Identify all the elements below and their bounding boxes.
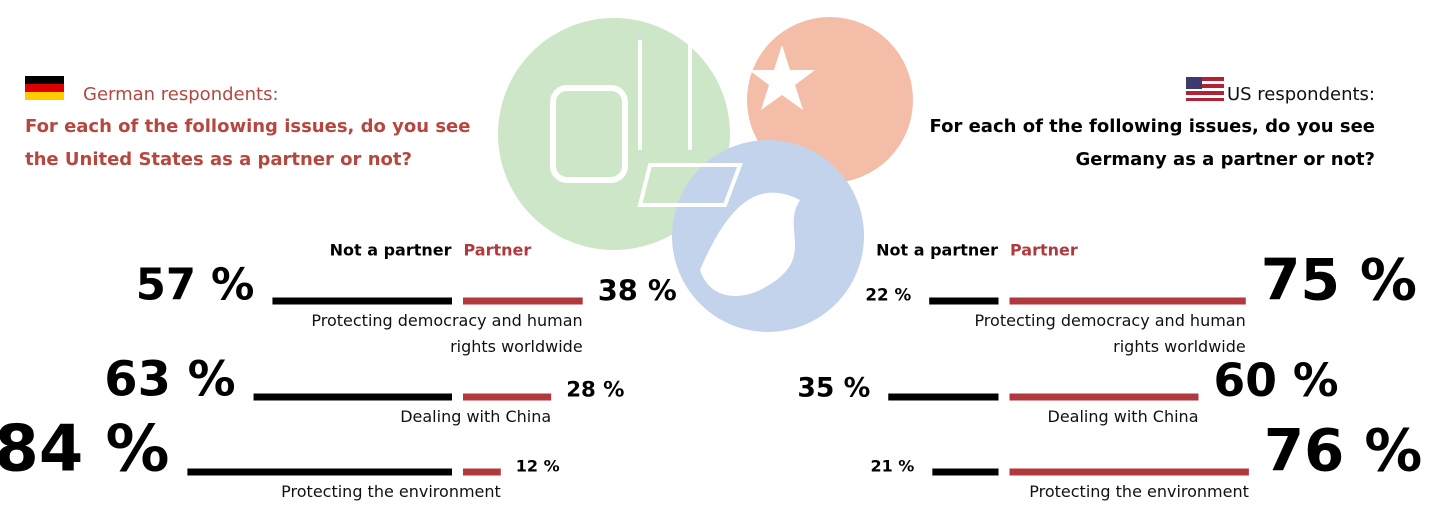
category-label: Protecting the environment (939, 479, 1249, 505)
bar (272, 298, 452, 305)
respondents-label: US respondents: (1227, 78, 1375, 111)
legend-label: Partner (464, 241, 532, 260)
category-label: Protecting democracy and human rights wo… (273, 308, 583, 360)
bar (1010, 469, 1249, 476)
category-label: Protecting the environment (191, 479, 501, 505)
question: For each of the following issues, do you… (25, 110, 475, 176)
category-label: Dealing with China (241, 404, 551, 430)
value-label: 60 % (1214, 354, 1339, 407)
value-label: 12 % (516, 457, 560, 476)
bar (929, 298, 998, 305)
infographic: Not a partner Partner 57 % 38 % 63 % 28 % 84 %… (0, 0, 1433, 506)
category-label: Dealing with China (889, 404, 1199, 430)
bar (187, 469, 452, 476)
value-label: 75 % (1261, 248, 1417, 314)
legend-label: Not a partner (330, 241, 452, 260)
value-label: 35 % (797, 373, 870, 404)
bar (463, 298, 583, 305)
bar (932, 469, 998, 476)
question: For each of the following issues, do you… (925, 110, 1375, 176)
legend-label: Partner (1010, 241, 1078, 260)
bar (463, 469, 501, 476)
value-label: 38 % (598, 273, 677, 307)
bar (463, 394, 551, 401)
value-label: 21 % (870, 457, 914, 476)
value-label: 57 % (136, 261, 255, 311)
bar (1010, 298, 1246, 305)
bar (1010, 394, 1199, 401)
chart: Not a partner Partner 57 % 38 % 63 % 28 % 84 %… (0, 0, 1433, 506)
respondents-label: German respondents: (83, 78, 279, 111)
value-label: 22 % (865, 284, 911, 304)
us-flag (1186, 77, 1224, 101)
value-label: 84 % (0, 412, 169, 486)
bar (254, 394, 452, 401)
value-label: 76 % (1264, 416, 1422, 484)
value-label: 63 % (104, 353, 235, 408)
category-label: Protecting democracy and human rights wo… (936, 308, 1246, 360)
german-flag (25, 76, 64, 100)
bar (888, 394, 998, 401)
decoration (498, 17, 913, 332)
legend-label: Not a partner (876, 241, 998, 260)
value-label: 28 % (566, 378, 624, 403)
